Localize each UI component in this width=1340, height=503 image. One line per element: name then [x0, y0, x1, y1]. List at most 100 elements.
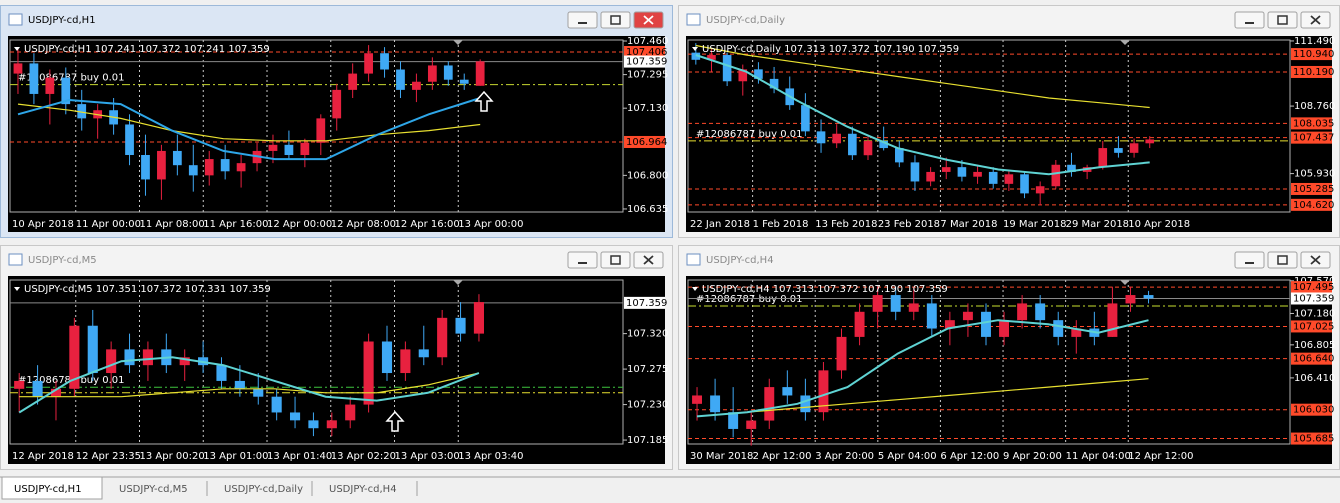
time-label: 10 Apr 2018: [12, 219, 74, 230]
candle-body: [32, 380, 43, 397]
price-tag: [624, 55, 665, 68]
candle-body: [957, 167, 967, 177]
tab-label[interactable]: USDJPY-cd,H4: [329, 484, 397, 495]
order-label: #12086787 buy 0.01: [696, 294, 803, 305]
candle-body: [300, 142, 310, 156]
tab-label[interactable]: USDJPY-cd,Daily: [224, 484, 303, 495]
candle-body: [1020, 174, 1029, 194]
price-tick-label: 107.320: [627, 329, 668, 340]
time-label: 7 Mar 2018: [940, 219, 997, 230]
candle-body: [1129, 143, 1139, 153]
candle-body: [816, 131, 826, 144]
window-max-button[interactable]: [1267, 11, 1298, 29]
price-tag: [624, 135, 665, 148]
button-glyph: [610, 15, 621, 25]
price-tick-label: 111.490: [1294, 36, 1335, 47]
candle-body: [944, 320, 955, 329]
time-label: 13 Apr 00:00: [458, 219, 523, 230]
candle-body: [475, 61, 485, 86]
window-title: USDJPY-cd,M5: [28, 255, 97, 266]
time-label: 3 Apr 20:00: [815, 451, 874, 462]
window-max-button[interactable]: [600, 11, 631, 29]
button-glyph: [1310, 255, 1321, 265]
price-tag: [1291, 320, 1332, 333]
candle-body: [363, 341, 374, 405]
price-tag: [1291, 131, 1332, 144]
chart-area: [686, 36, 1332, 232]
price-tick-label: 106.805: [1294, 340, 1335, 351]
price-tag-label: 107.495: [1293, 282, 1334, 293]
time-label: 11 Apr 08:00: [140, 219, 205, 230]
candle-body: [818, 370, 829, 413]
chart-shift-marker: [1120, 280, 1130, 285]
candle-body: [459, 79, 469, 84]
price-tag: [1291, 281, 1332, 294]
price-tick-label: 106.800: [627, 170, 668, 181]
candle-body: [722, 55, 732, 82]
candle-body: [800, 395, 811, 413]
tab-bar: [0, 476, 1340, 503]
candle-body: [326, 420, 337, 429]
candle-body: [754, 69, 763, 79]
window-max-button[interactable]: [1267, 251, 1298, 269]
order-label: #12086787 buy 0.01: [696, 129, 803, 140]
tab[interactable]: [1, 476, 103, 500]
candle-body: [437, 317, 448, 358]
time-label: 11 Apr 16:00: [203, 219, 268, 230]
price-tag-label: 110.190: [1293, 67, 1334, 78]
candle-body: [427, 65, 437, 82]
price-tag: [1291, 65, 1332, 78]
window-min-button[interactable]: [567, 251, 598, 269]
plot-border: [687, 39, 1291, 213]
price-tick-label: 107.460: [627, 36, 668, 47]
price-tag-label: 105.685: [1293, 434, 1334, 445]
candle-body: [253, 388, 264, 397]
window-min-button[interactable]: [1234, 11, 1265, 29]
time-label: 23 Feb 2018: [878, 219, 940, 230]
info-line: USDJPY-cd,H4 107.313 107.372 107.190 107…: [702, 284, 948, 295]
info-line: USDJPY-cd,Daily 107.313 107.372 107.190 …: [702, 44, 959, 55]
candle-body: [77, 104, 87, 119]
info-triangle: [14, 47, 20, 51]
window-icon: [686, 13, 701, 26]
candle-body: [418, 349, 429, 358]
candle-body: [832, 133, 841, 144]
price-tag-label: 107.359: [1293, 293, 1334, 304]
candle-body: [872, 295, 883, 312]
time-label: 6 Apr 12:00: [940, 451, 999, 462]
candle-body: [710, 395, 721, 413]
price-tag-label: 104.620: [1293, 200, 1334, 211]
time-label: 13 Apr 01:00: [203, 451, 268, 462]
candle-body: [926, 171, 935, 182]
plot-border: [687, 279, 1291, 445]
candle-body: [890, 295, 901, 312]
candle-body: [1143, 295, 1154, 299]
price-tag-label: 106.964: [626, 137, 667, 148]
chart-shift-marker: [1120, 40, 1130, 45]
candle-body: [268, 144, 278, 151]
candle-body: [1098, 148, 1108, 168]
moving-average: [696, 378, 1149, 417]
moving-average: [18, 356, 480, 414]
candle-body: [910, 162, 920, 182]
window-min-button[interactable]: [567, 11, 598, 29]
candle-body: [141, 155, 150, 180]
candle-body: [473, 302, 485, 334]
window-min-button[interactable]: [1234, 251, 1265, 269]
info-line: USDJPY-cd,M5 107.351 107.372 107.331 107…: [24, 284, 271, 295]
price-tag: [1291, 292, 1332, 305]
candle-body: [271, 396, 282, 413]
candle-body: [1067, 164, 1076, 172]
price-tag-label: 107.406: [626, 47, 667, 58]
price-tag: [1291, 182, 1332, 195]
candle-body: [863, 140, 873, 156]
tab-label[interactable]: USDJPY-cd,H1: [14, 484, 82, 495]
window-max-button[interactable]: [600, 251, 631, 269]
tab-label[interactable]: USDJPY-cd,M5: [119, 484, 188, 495]
price-tag: [1291, 403, 1332, 416]
price-tag-label: 108.035: [1293, 118, 1334, 129]
candle-body: [236, 163, 246, 172]
chart-area: [8, 36, 665, 232]
